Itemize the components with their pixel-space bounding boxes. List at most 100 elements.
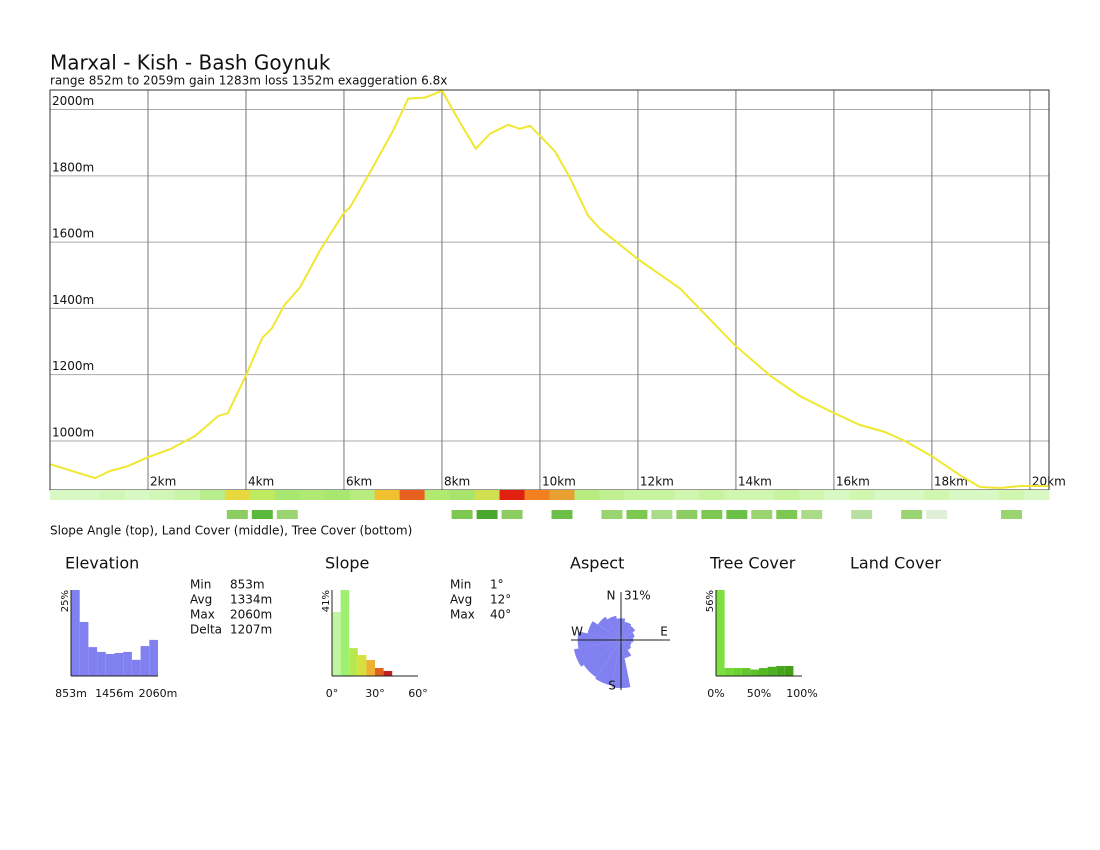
land-cover-strip-segment — [901, 510, 923, 519]
y-tick-label: 25% — [60, 590, 71, 612]
slope-strip-segment — [499, 490, 526, 500]
slope-strip-segment — [599, 490, 625, 500]
slope-strip-segment — [824, 490, 850, 500]
chart-title: Tree Cover — [709, 554, 796, 573]
histogram-bar — [79, 621, 89, 676]
chart-title: Land Cover — [850, 554, 941, 573]
histogram-bar — [332, 612, 341, 676]
slope-strip-segment — [174, 490, 201, 500]
x-tick-label: 4km — [248, 475, 274, 489]
slope-strip-segment — [624, 490, 650, 500]
stat-value: 2060m — [230, 608, 272, 622]
slope-strip-segment — [324, 490, 351, 500]
aspect-wedge — [595, 640, 621, 686]
slope-strip-segment — [999, 490, 1025, 500]
histogram-bar — [131, 659, 141, 676]
slope-strip-segment — [449, 490, 476, 500]
y-tick-label: 1400m — [52, 293, 94, 307]
histogram-bar — [716, 590, 725, 676]
histogram-bar — [724, 668, 734, 676]
stat-label: Max — [190, 608, 215, 622]
slope-strip-segment — [549, 490, 575, 500]
x-tick-label: 18km — [934, 475, 968, 489]
land-cover-strip-segment — [676, 510, 698, 519]
radial-tick-label: 31% — [624, 589, 651, 603]
slope-strip-segment — [374, 490, 401, 500]
y-tick-label: 1800m — [52, 160, 94, 174]
direction-label: N — [607, 589, 616, 603]
histogram-bar — [750, 669, 759, 676]
x-tick-label: 1456m — [95, 687, 134, 700]
chart-title: Elevation — [65, 554, 139, 573]
histogram-bar — [759, 668, 768, 676]
slope-strip-segment — [874, 490, 900, 500]
slope-strip-segment — [74, 490, 101, 500]
aspect-wedge — [587, 621, 621, 640]
aspect-wedge — [621, 640, 632, 646]
chart-title: Aspect — [570, 554, 624, 573]
x-tick-label: 6km — [346, 475, 372, 489]
slope-strip-segment — [249, 490, 276, 500]
x-tick-label: 0% — [707, 687, 724, 700]
aspect-wedge — [621, 640, 632, 659]
stat-value: 40° — [490, 608, 511, 622]
aspect-wedge — [621, 632, 635, 640]
slope-strip-segment — [124, 490, 151, 500]
histogram-bar — [97, 651, 106, 676]
slope-strip-segment — [749, 490, 775, 500]
aspect-wedge — [573, 640, 621, 667]
land-cover-strip-segment — [476, 510, 498, 519]
slope-strip-segment — [849, 490, 875, 500]
land-cover-strip-segment — [501, 510, 523, 519]
x-tick-label: 12km — [640, 475, 674, 489]
y-tick-label: 2000m — [52, 94, 94, 108]
land-cover-strip-segment — [226, 510, 248, 519]
strips-caption: Slope Angle (top), Land Cover (middle), … — [50, 524, 412, 538]
stat-label: Min — [450, 578, 471, 592]
slope-strip-segment — [574, 490, 600, 500]
histogram-bar — [357, 655, 367, 676]
stat-label: Max — [450, 608, 475, 622]
slope-strip-segment — [674, 490, 700, 500]
land-cover-strip-segment — [776, 510, 798, 519]
aspect-wedge — [583, 640, 621, 678]
chart-subtitle: range 852m to 2059m gain 1283m loss 1352… — [50, 74, 447, 88]
stat-value: 12° — [490, 593, 511, 607]
land-cover-strip-segment — [601, 510, 623, 519]
histogram-bar — [784, 666, 794, 676]
x-tick-label: 30° — [365, 687, 385, 700]
aspect-wedge — [607, 615, 621, 640]
stat-label: Avg — [450, 593, 472, 607]
y-tick-label: 56% — [705, 590, 716, 612]
histogram-bar — [71, 590, 80, 676]
slope-strip-segment — [899, 490, 925, 500]
land-cover-strip-segment — [651, 510, 673, 519]
land-cover-strip-segment — [451, 510, 473, 519]
slope-strip-segment — [349, 490, 376, 500]
land-cover-strip-segment — [851, 510, 873, 519]
histogram-bar — [776, 666, 785, 676]
histogram-bar — [140, 646, 150, 676]
stat-value: 853m — [230, 578, 265, 592]
slope-strip-segment — [699, 490, 725, 500]
x-tick-label: 8km — [444, 475, 470, 489]
aspect-wedge — [621, 621, 632, 640]
histogram-bar — [114, 652, 124, 676]
stat-value: 1334m — [230, 593, 272, 607]
slope-strip-segment — [649, 490, 675, 500]
histogram-bar — [340, 590, 350, 676]
chart-title: Slope — [325, 554, 369, 573]
histogram-bar — [366, 660, 375, 676]
slope-strip-segment — [799, 490, 825, 500]
slope-strip-segment — [199, 490, 226, 500]
x-tick-label: 60° — [408, 687, 428, 700]
x-tick-label: 10km — [542, 475, 576, 489]
histogram-bar — [383, 670, 393, 676]
aspect-wedge — [621, 640, 632, 651]
x-tick-label: 50% — [747, 687, 771, 700]
slope-strip-segment — [974, 490, 1000, 500]
land-cover-strip-segment — [1001, 510, 1023, 519]
y-tick-label: 1000m — [52, 425, 94, 439]
stat-label: Avg — [190, 593, 212, 607]
